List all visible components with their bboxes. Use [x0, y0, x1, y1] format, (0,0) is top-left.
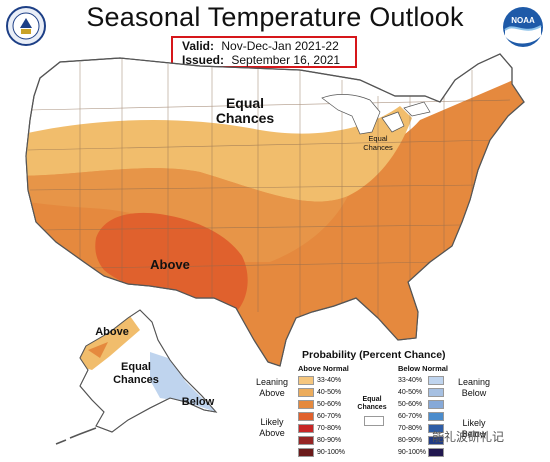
ak-above-inner [88, 342, 108, 358]
above-50-60-zone [95, 212, 248, 313]
swatch-below-90-100 [428, 448, 444, 457]
swatch-below-50-60 [428, 400, 444, 409]
swatch-label: 50-60% [398, 401, 423, 408]
swatch-label: 80-90% [317, 437, 342, 444]
swatch-label: 70-80% [317, 425, 342, 432]
likely-below-label: Likely Below [461, 418, 487, 439]
equal-chances-east-label: Equal Chances [363, 134, 393, 152]
swatch-label: 33-40% [398, 377, 423, 384]
below-ak-label: Below [181, 396, 215, 408]
issued-label: Issued: [182, 53, 225, 67]
swatch-label: 60-70% [398, 413, 423, 420]
ak-islands [55, 427, 97, 445]
valid-line: Valid: Nov-Dec-Jan 2021-22 [182, 39, 355, 53]
swatch-label: 80-90% [398, 437, 423, 444]
legend-title: Probability (Percent Chance) [302, 349, 446, 361]
swatch-label: 50-60% [317, 401, 342, 408]
swatch-below-70-80 [428, 424, 444, 433]
watermark-text: 能礼波研礼记 [432, 430, 505, 444]
equal-chances-legend-label: Equal Chances [357, 396, 387, 411]
page-title: Seasonal Temperature Outlook [86, 2, 464, 32]
valid-label: Valid: [182, 39, 215, 53]
above-normal-header: Above Normal [298, 364, 349, 373]
equal-chances-north-label: Equal Chances [215, 95, 275, 126]
swatch-above-50-60 [298, 400, 314, 409]
below-normal-header: Below Normal [398, 364, 449, 373]
noaa-logo-text: NOAA [511, 16, 535, 25]
swatch-label: 33-40% [317, 377, 342, 384]
issued-line: Issued: September 16, 2021 [182, 53, 355, 67]
swatch-label: 40-50% [398, 389, 423, 396]
equal-chances-ak-label: Equal Chances [113, 361, 159, 386]
likely-above-label: Likely Above [259, 417, 285, 438]
swatch-below-40-50 [428, 388, 444, 397]
leaning-below-label: Leaning Below [457, 377, 491, 398]
alaska-region [55, 309, 217, 445]
swatch-below-60-70 [428, 412, 444, 421]
swatch-above-33-40 [298, 376, 314, 385]
above-sw-label: Above [150, 257, 190, 272]
swatch-above-80-90 [298, 436, 314, 445]
swatch-below-33-40 [428, 376, 444, 385]
leaning-above-label: Leaning Above [255, 377, 289, 398]
swatch-above-40-50 [298, 388, 314, 397]
conus-region [25, 53, 525, 367]
above-33-40-band [26, 106, 412, 202]
doc-seal-icon [6, 6, 46, 51]
swatch-label: 70-80% [398, 425, 423, 432]
swatch-label: 90-100% [317, 449, 346, 456]
ak-below-zone [150, 352, 216, 412]
swatch-equal-chances [364, 416, 384, 426]
valid-value: Nov-Dec-Jan 2021-22 [221, 39, 339, 53]
swatch-above-90-100 [298, 448, 314, 457]
swatch-label: 40-50% [317, 389, 342, 396]
swatch-label: 60-70% [317, 413, 342, 420]
above-40-50-inner [26, 168, 348, 262]
swatch-below-80-90 [428, 436, 444, 445]
great-lakes [321, 94, 431, 135]
swatch-above-70-80 [298, 424, 314, 433]
above-ak-label: Above [95, 326, 129, 338]
noaa-logo-icon: NOAA [502, 6, 544, 53]
ak-above-zone [80, 316, 140, 370]
dates-box: Valid: Nov-Dec-Jan 2021-22 Issued: Septe… [171, 36, 357, 68]
issued-value: September 16, 2021 [231, 53, 341, 67]
swatch-above-60-70 [298, 412, 314, 421]
swatch-label: 90-100% [398, 449, 427, 456]
